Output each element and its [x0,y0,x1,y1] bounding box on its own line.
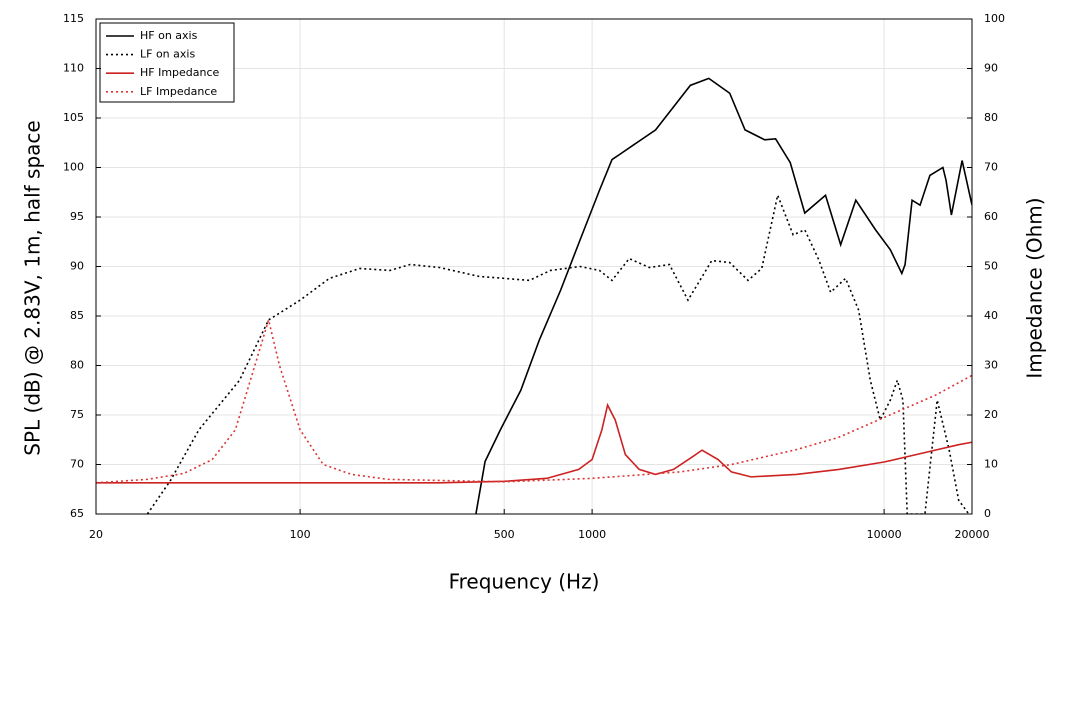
x-tick-label: 100 [290,528,311,541]
legend: HF on axis LF on axis HF Impedance LF Imped… [99,22,235,103]
series-line [146,192,970,514]
y2-tick-label: 60 [984,210,998,223]
legend-label: HF Impedance [140,66,220,79]
y-tick-label: 100 [63,161,84,174]
x-tick-label: 20 [89,528,103,541]
y2-tick-label: 80 [984,111,998,124]
x-tick-label: 10000 [867,528,902,541]
legend-label: LF on axis [140,48,195,61]
x-tick-label: 500 [494,528,515,541]
series-line [96,316,972,484]
x-axis-title: Frequency (Hz) [449,570,600,594]
y-tick-label: 90 [70,260,84,273]
series-line [96,402,972,484]
y2-tick-label: 100 [984,12,1005,25]
y2-tick-label: 10 [984,458,998,471]
y2-tick-label: 40 [984,309,998,322]
y-axis-title: SPL (dB) @ 2.83V, 1m, half space [21,120,45,455]
y2-tick-label: 90 [984,62,998,75]
y-tick-label: 65 [70,507,84,520]
plot-lines [96,77,972,514]
y-tick-label: 75 [70,408,84,421]
y2-tick-label: 0 [984,507,991,520]
y-tick-label: 105 [63,111,84,124]
y-tick-label: 80 [70,359,84,372]
y-tick-label: 115 [63,12,84,25]
x-tick-label: 1000 [578,528,606,541]
y2-tick-label: 30 [984,359,998,372]
y-tick-label: 110 [63,62,84,75]
y2-axis-title: Impedance (Ohm) [1023,197,1047,378]
legend-label: LF Impedance [140,85,217,98]
x-tick-label: 20000 [955,528,990,541]
y-tick-label: 70 [70,458,84,471]
grid [95,18,973,515]
y-tick-label: 95 [70,210,84,223]
legend-label: HF on axis [140,29,198,42]
y2-tick-label: 70 [984,161,998,174]
y2-tick-label: 50 [984,260,998,273]
y-tick-label: 85 [70,309,84,322]
series-line [475,77,972,514]
y2-tick-label: 20 [984,408,998,421]
